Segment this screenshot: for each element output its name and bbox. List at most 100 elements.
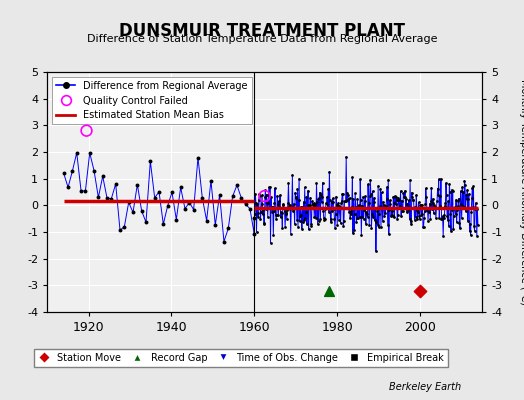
Point bbox=[418, 202, 427, 208]
Point bbox=[345, 195, 354, 201]
Point bbox=[433, 198, 441, 204]
Point bbox=[344, 192, 352, 198]
Point bbox=[267, 194, 275, 200]
Point bbox=[305, 201, 314, 208]
Point bbox=[299, 219, 307, 225]
Point bbox=[384, 221, 392, 228]
Point bbox=[454, 198, 463, 204]
Point bbox=[294, 197, 303, 203]
Point bbox=[465, 191, 473, 197]
Point bbox=[457, 200, 465, 207]
Point bbox=[466, 232, 475, 238]
Point bbox=[362, 209, 370, 216]
Point bbox=[472, 205, 481, 212]
Point bbox=[444, 198, 452, 205]
Point bbox=[412, 207, 421, 213]
Point bbox=[426, 216, 434, 222]
Point bbox=[454, 203, 462, 210]
Point bbox=[283, 200, 292, 206]
Point bbox=[250, 214, 258, 221]
Point bbox=[116, 227, 124, 234]
Point bbox=[125, 199, 133, 206]
Point bbox=[447, 228, 455, 234]
Point bbox=[434, 192, 442, 198]
Point bbox=[68, 168, 77, 174]
Point bbox=[82, 128, 91, 134]
Point bbox=[396, 203, 404, 210]
Point bbox=[350, 226, 358, 233]
Point bbox=[436, 202, 444, 209]
Point bbox=[299, 198, 308, 205]
Point bbox=[442, 192, 451, 198]
Point bbox=[355, 204, 363, 210]
Point bbox=[311, 202, 319, 208]
Point bbox=[378, 205, 386, 211]
Point bbox=[257, 209, 265, 215]
Point bbox=[256, 216, 265, 222]
Point bbox=[473, 232, 481, 239]
Point bbox=[309, 202, 318, 208]
Point bbox=[293, 186, 302, 192]
Point bbox=[198, 195, 206, 201]
Point bbox=[375, 211, 384, 217]
Point bbox=[395, 205, 403, 212]
Point bbox=[264, 214, 272, 220]
Point bbox=[306, 194, 314, 201]
Point bbox=[331, 225, 339, 231]
Legend: Station Move, Record Gap, Time of Obs. Change, Empirical Break: Station Move, Record Gap, Time of Obs. C… bbox=[34, 349, 448, 367]
Point bbox=[347, 204, 356, 210]
Point bbox=[408, 194, 417, 201]
Point bbox=[289, 207, 297, 214]
Point bbox=[318, 194, 326, 200]
Point bbox=[362, 221, 370, 227]
Y-axis label: Monthly Temperature Anomaly Difference (°C): Monthly Temperature Anomaly Difference (… bbox=[519, 79, 524, 305]
Point bbox=[279, 201, 288, 208]
Point bbox=[272, 212, 281, 218]
Point bbox=[367, 225, 376, 232]
Point bbox=[463, 186, 472, 193]
Point bbox=[381, 210, 390, 216]
Point bbox=[284, 180, 292, 186]
Point bbox=[440, 212, 448, 218]
Point bbox=[340, 198, 348, 204]
Point bbox=[255, 191, 264, 198]
Point bbox=[283, 207, 291, 213]
Point bbox=[441, 203, 449, 209]
Point bbox=[265, 184, 273, 191]
Point bbox=[321, 206, 330, 212]
Text: DUNSMUIR TREATMENT PLANT: DUNSMUIR TREATMENT PLANT bbox=[119, 22, 405, 40]
Point bbox=[290, 220, 299, 227]
Point bbox=[471, 206, 479, 212]
Point bbox=[467, 195, 476, 202]
Point bbox=[462, 208, 470, 214]
Point bbox=[337, 197, 346, 204]
Point bbox=[444, 222, 453, 229]
Point bbox=[253, 200, 261, 207]
Point bbox=[266, 240, 275, 246]
Point bbox=[353, 214, 361, 221]
Point bbox=[338, 190, 346, 197]
Point bbox=[388, 213, 397, 219]
Point bbox=[411, 204, 419, 210]
Point bbox=[431, 204, 440, 210]
Point bbox=[382, 203, 390, 210]
Point bbox=[228, 193, 237, 200]
Point bbox=[260, 221, 268, 227]
Point bbox=[329, 198, 337, 205]
Point bbox=[368, 188, 377, 194]
Point bbox=[342, 154, 351, 160]
Point bbox=[359, 215, 368, 222]
Point bbox=[313, 198, 321, 205]
Point bbox=[344, 196, 353, 202]
Point bbox=[315, 189, 324, 196]
Point bbox=[60, 170, 68, 177]
Point bbox=[430, 202, 439, 208]
Point bbox=[358, 214, 367, 220]
Point bbox=[356, 176, 364, 183]
Point bbox=[376, 203, 384, 210]
Point bbox=[394, 195, 402, 201]
Point bbox=[246, 206, 254, 212]
Point bbox=[474, 222, 482, 228]
Point bbox=[292, 194, 300, 201]
Point bbox=[442, 180, 450, 186]
